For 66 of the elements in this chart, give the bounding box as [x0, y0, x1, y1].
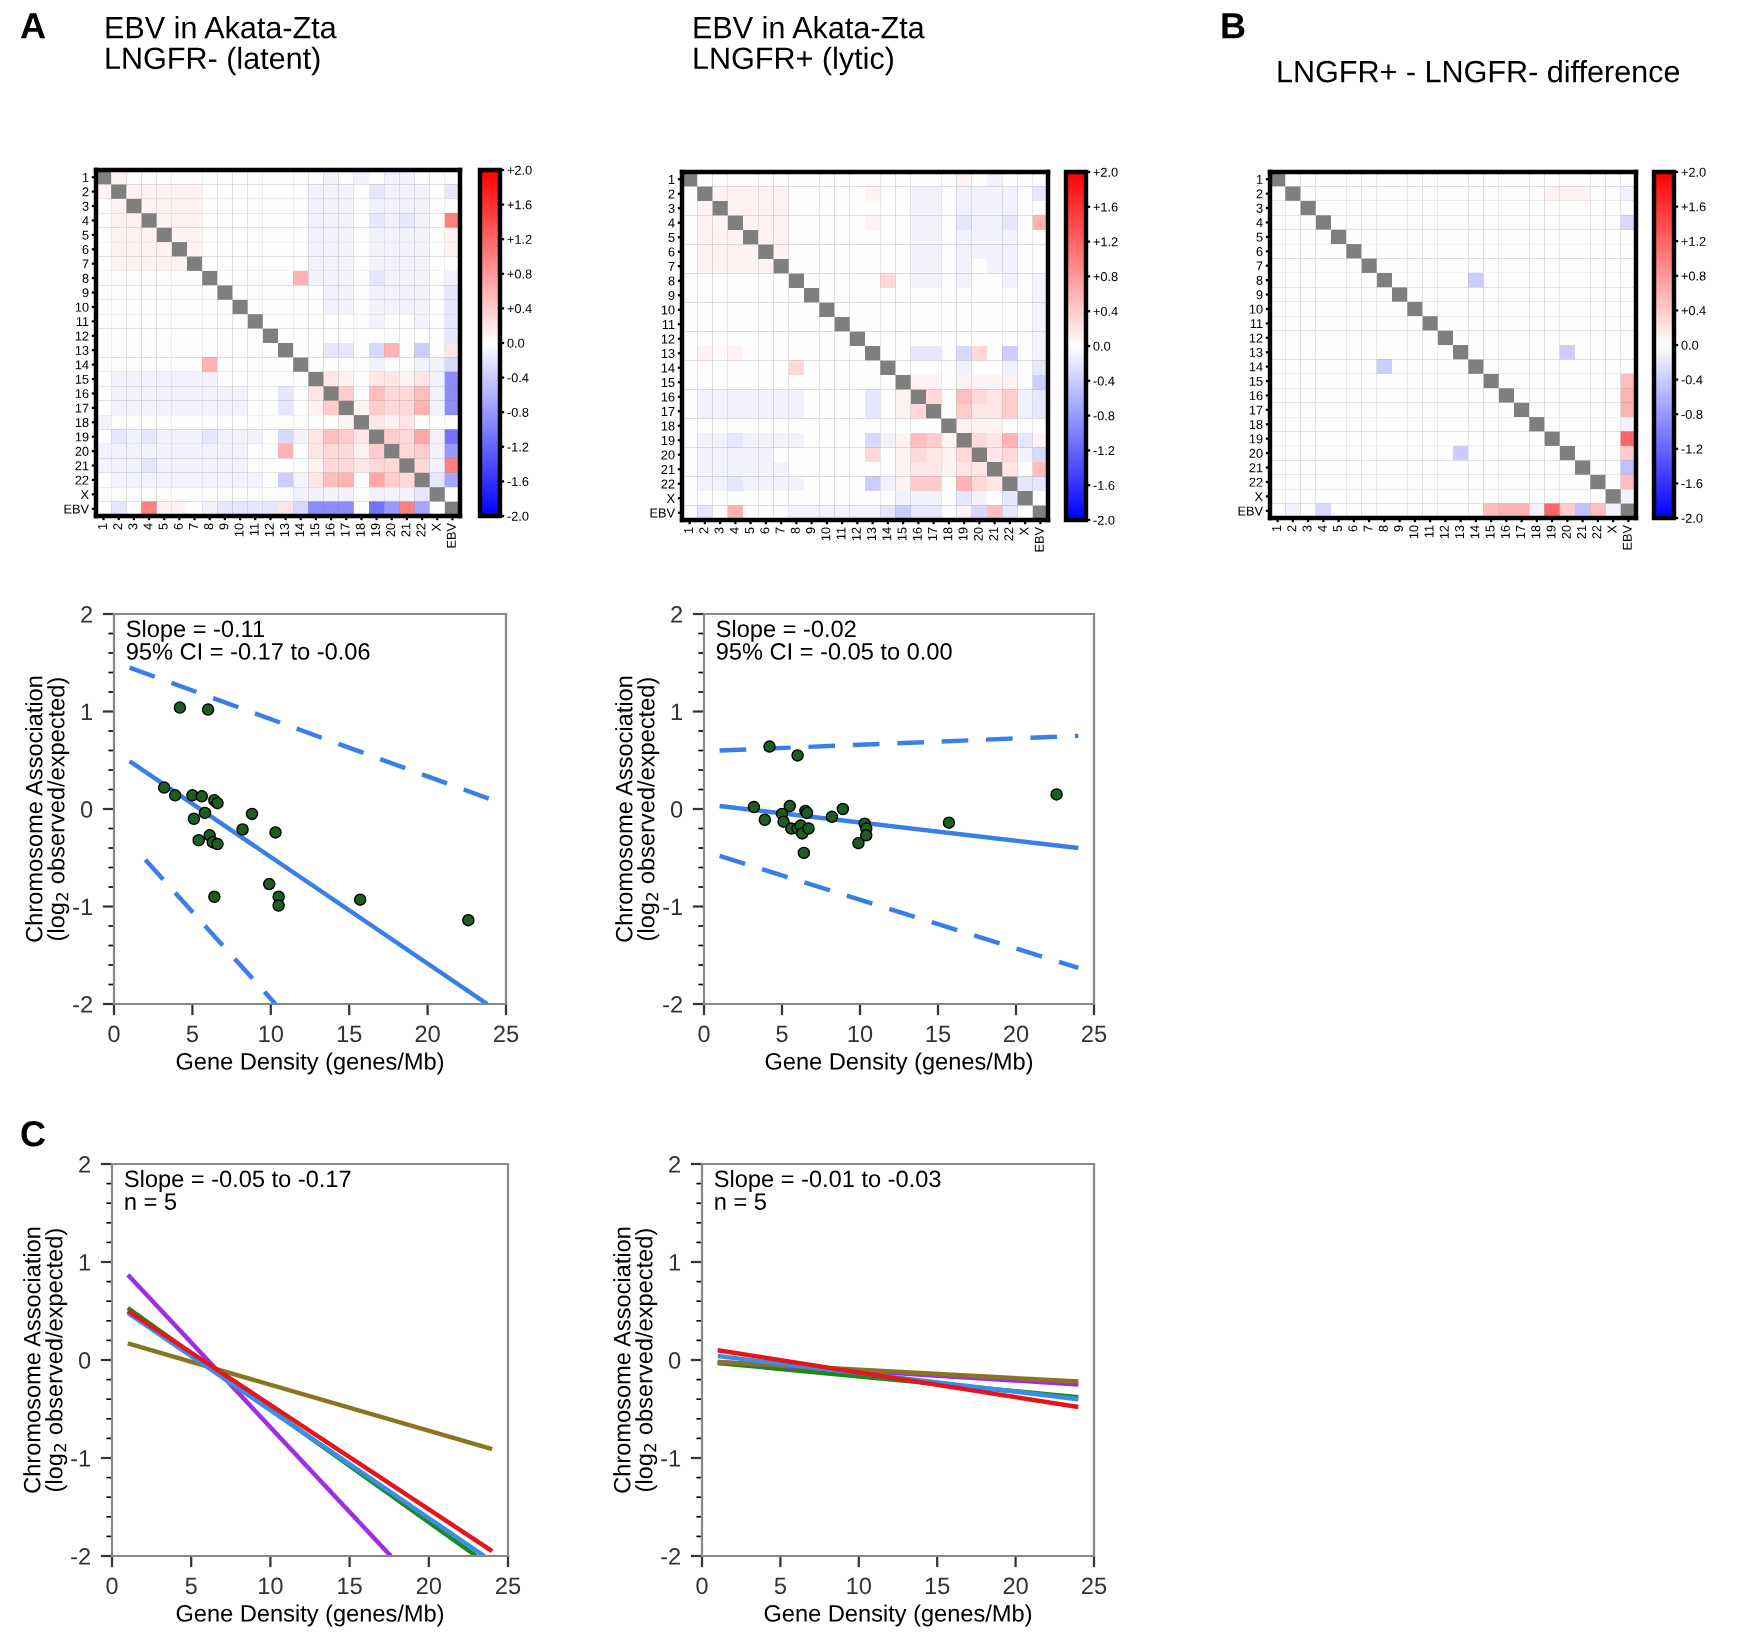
y-tick-label: 2: [79, 1156, 90, 1173]
x-tick-label: 25: [1082, 1025, 1107, 1043]
y-tick-label: -1: [663, 898, 683, 916]
y-tick-label: 1: [81, 703, 93, 721]
chart-title: EBV in Akata-Zta LNGFR- (latent): [106, 16, 337, 76]
x-tick-label: 25: [1082, 1577, 1107, 1595]
x-tick-label: 0: [108, 1025, 120, 1043]
text: B: [1222, 13, 1245, 39]
y-tick-label: -2: [663, 996, 682, 1013]
x-tick-label: 0: [696, 1577, 708, 1595]
annotation: Slope = -0.11: [126, 619, 264, 642]
x-tick-label: 15: [338, 1577, 362, 1595]
x-axis-title: Gene Density (genes/Mb): [764, 1604, 1032, 1627]
x-tick-label: 25: [494, 1025, 519, 1043]
y-tick-label: 0: [78, 1352, 91, 1369]
y-axis-title: Chromosome Association (log$_{2}$ observed/expected): [615, 676, 660, 942]
y-tick-label: 1: [79, 1254, 91, 1271]
x-axis-title: Gene Density (genes/Mb): [765, 1052, 1033, 1075]
x-axis-title: Gene Density (genes/Mb): [176, 1604, 444, 1627]
x-tick-label: 20: [416, 1577, 442, 1595]
y-tick-label: 1: [671, 703, 683, 721]
x-tick-label: 15: [926, 1025, 951, 1043]
annotation: Slope = -0.02: [716, 619, 856, 642]
x-tick-label: 5: [774, 1577, 786, 1595]
x-tick-label: 15: [337, 1025, 362, 1043]
x-tick-label: 10: [259, 1025, 284, 1043]
x-tick-label: 5: [186, 1025, 198, 1043]
text: C: [21, 1120, 46, 1147]
y-tick-label: -1: [73, 898, 93, 916]
y-tick-label: 0: [670, 801, 683, 818]
x-tick-label: 20: [1003, 1577, 1028, 1595]
text: A: [20, 13, 46, 39]
x-tick-label: 5: [185, 1577, 197, 1595]
x-tick-label: 20: [415, 1025, 440, 1043]
x-tick-label: 10: [847, 1577, 872, 1595]
x-tick-label: 5: [776, 1025, 788, 1043]
y-tick-label: 1: [669, 1254, 681, 1271]
x-tick-label: 10: [259, 1577, 283, 1595]
x-tick-label: 0: [698, 1025, 710, 1043]
y-tick-label: -2: [661, 1548, 680, 1565]
x-tick-label: 10: [848, 1025, 873, 1043]
annotation: 95% CI = -0.05 to 0.00: [716, 643, 952, 660]
y-tick-label: 2: [669, 1156, 680, 1173]
y-tick-label: -1: [71, 1450, 91, 1467]
x-axis-title: Gene Density (genes/Mb): [176, 1052, 444, 1075]
y-axis-title: Chromosome Association (log$_{2}$ observed/expected): [23, 1227, 68, 1493]
x-tick-label: 25: [496, 1577, 521, 1595]
x-tick-label: 15: [925, 1577, 950, 1595]
y-tick-label: 2: [671, 606, 682, 623]
y-tick-label: -1: [661, 1450, 681, 1467]
annotation: Slope = -0.01 to -0.03: [714, 1169, 941, 1192]
y-axis-title: Chromosome Association (log$_{2}$ observed/expected): [25, 676, 70, 942]
chart-title: LNGFR+ - LNGFR- difference: [1278, 60, 1680, 83]
annotation: n = 5: [715, 1193, 766, 1210]
annotation: 95% CI = -0.17 to -0.06: [126, 643, 370, 660]
x-tick-label: 0: [106, 1577, 118, 1595]
x-tick-label: 20: [1004, 1025, 1029, 1043]
y-tick-label: 0: [80, 801, 93, 818]
y-tick-label: 2: [81, 606, 92, 623]
chart-title: EBV in Akata-Zta LNGFR+ (lytic): [694, 16, 925, 76]
y-tick-label: -2: [73, 996, 92, 1013]
annotation: n = 5: [125, 1193, 177, 1210]
y-tick-label: -2: [71, 1548, 90, 1565]
y-tick-label: 0: [668, 1352, 681, 1369]
annotation: Slope = -0.05 to -0.17: [124, 1169, 351, 1192]
y-axis-title: Chromosome Association (log$_{2}$ observed/expected): [613, 1227, 658, 1493]
